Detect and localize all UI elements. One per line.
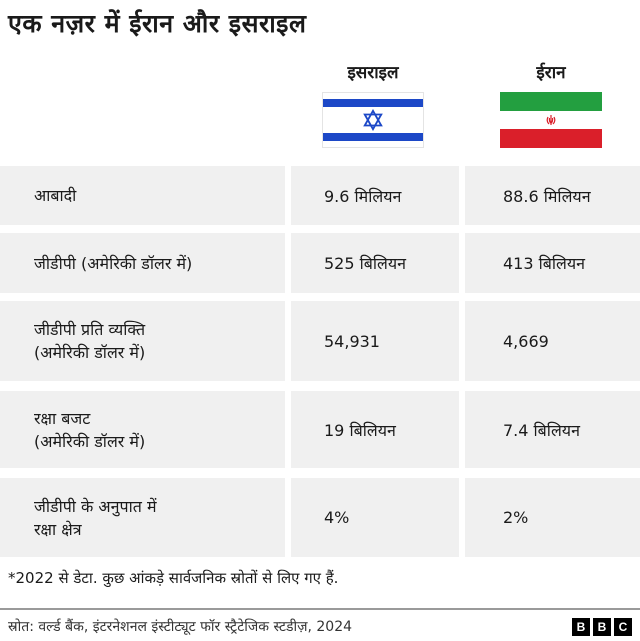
footnote: *2022 से डेटा. कुछ आंकड़े सार्वजनिक स्रो… bbox=[8, 569, 339, 587]
divider bbox=[0, 608, 640, 610]
iran-value: 7.4 बिलियन bbox=[465, 391, 640, 468]
iran-value: 2% bbox=[465, 478, 640, 557]
israel-value: 4% bbox=[291, 478, 459, 557]
column-header-iran: ईरान bbox=[536, 63, 566, 83]
bbc-logo-letter: B bbox=[572, 618, 590, 636]
source-text: स्रोत: वर्ल्ड बैंक, इंटरनेशनल इंस्टीट्यू… bbox=[8, 619, 353, 635]
iran-value: 4,669 bbox=[465, 301, 640, 381]
row-label: जीडीपी के अनुपात में रक्षा क्षेत्र bbox=[0, 478, 285, 557]
row-label: जीडीपी प्रति व्यक्ति (अमेरिकी डॉलर में) bbox=[0, 301, 285, 381]
iran-value: 88.6 मिलियन bbox=[465, 166, 640, 225]
israel-value: 9.6 मिलियन bbox=[291, 166, 459, 225]
israel-flag-icon bbox=[322, 92, 424, 148]
column-header-israel: इसराइल bbox=[347, 63, 399, 83]
iran-emblem-icon bbox=[546, 115, 556, 125]
bbc-logo-letter: B bbox=[593, 618, 611, 636]
bbc-logo-letter: C bbox=[614, 618, 632, 636]
israel-value: 54,931 bbox=[291, 301, 459, 381]
page-title: एक नज़र में ईरान और इसराइल bbox=[8, 9, 307, 38]
table-row-gdp-per-capita: जीडीपी प्रति व्यक्ति (अमेरिकी डॉलर में) 5… bbox=[0, 301, 640, 381]
israel-value: 19 बिलियन bbox=[291, 391, 459, 468]
table-row-defence-budget: रक्षा बजट (अमेरिकी डॉलर में) 19 बिलियन 7.… bbox=[0, 391, 640, 468]
iran-value: 413 बिलियन bbox=[465, 233, 640, 293]
table-row-defence-gdp-ratio: जीडीपी के अनुपात में रक्षा क्षेत्र 4% 2% bbox=[0, 478, 640, 557]
star-of-david-icon bbox=[363, 109, 383, 131]
row-label: जीडीपी (अमेरिकी डॉलर में) bbox=[0, 233, 285, 293]
row-label: रक्षा बजट (अमेरिकी डॉलर में) bbox=[0, 391, 285, 468]
israel-value: 525 बिलियन bbox=[291, 233, 459, 293]
table-row-population: आबादी 9.6 मिलियन 88.6 मिलियन bbox=[0, 166, 640, 225]
table-row-gdp: जीडीपी (अमेरिकी डॉलर में) 525 बिलियन 413… bbox=[0, 233, 640, 293]
row-label: आबादी bbox=[0, 166, 285, 225]
bbc-logo: B B C bbox=[572, 618, 632, 636]
iran-flag-icon bbox=[500, 92, 602, 148]
